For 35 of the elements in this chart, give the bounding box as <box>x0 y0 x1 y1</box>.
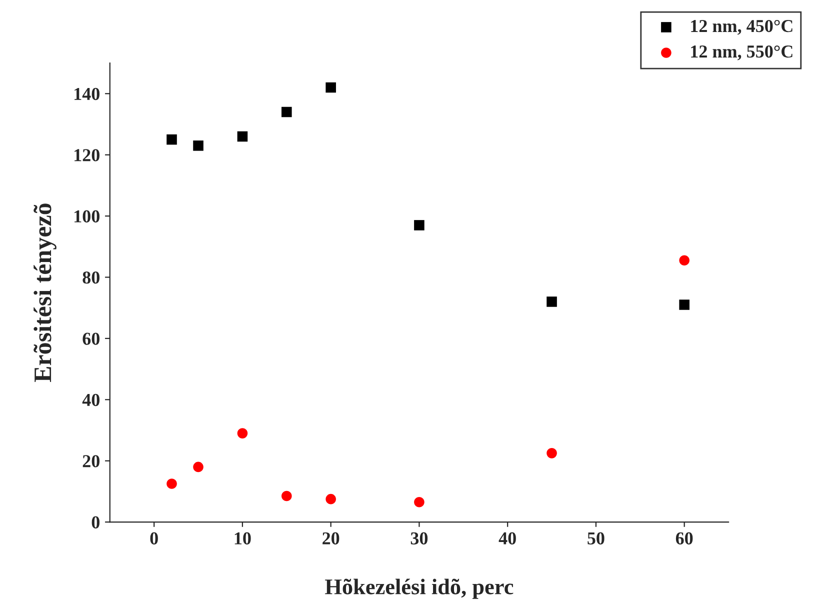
point <box>237 428 248 438</box>
point <box>546 296 557 307</box>
point <box>326 82 336 93</box>
point <box>281 106 292 118</box>
y-tick-label: 100 <box>74 210 100 222</box>
point <box>326 494 336 504</box>
legend-label: 12 nm, 450°C <box>691 20 792 35</box>
x-tick-label: 40 <box>498 532 516 544</box>
y-tick-label: 60 <box>82 332 100 345</box>
y-tick-label: 140 <box>74 88 100 100</box>
point <box>166 134 177 145</box>
y-tick-label: 40 <box>82 394 100 406</box>
point <box>679 300 690 310</box>
x-tick-label: 60 <box>676 532 693 544</box>
legend-label: 12 nm, 550°C <box>691 45 792 60</box>
point <box>679 255 690 266</box>
x-tick-label: 10 <box>234 532 251 544</box>
x-tick-label: 30 <box>410 532 428 544</box>
point <box>414 496 424 508</box>
point <box>193 140 204 151</box>
point <box>546 448 557 458</box>
y-axis-title: Erõsitési tényezõ <box>34 204 56 382</box>
point <box>281 490 292 502</box>
y-tick-label: 20 <box>82 455 100 468</box>
x-tick-label: 50 <box>588 532 604 544</box>
x-axis-title: Hõkezelési idõ, perc <box>325 578 514 599</box>
y-tick-label: 0 <box>92 516 100 528</box>
y-tick-label: 80 <box>82 271 100 284</box>
y-tick-label: 120 <box>74 149 100 162</box>
x-tick-label: 0 <box>150 532 158 544</box>
point <box>237 131 248 142</box>
point <box>193 462 204 472</box>
x-tick-label: 20 <box>322 532 340 544</box>
point <box>166 478 177 489</box>
point <box>414 220 424 230</box>
